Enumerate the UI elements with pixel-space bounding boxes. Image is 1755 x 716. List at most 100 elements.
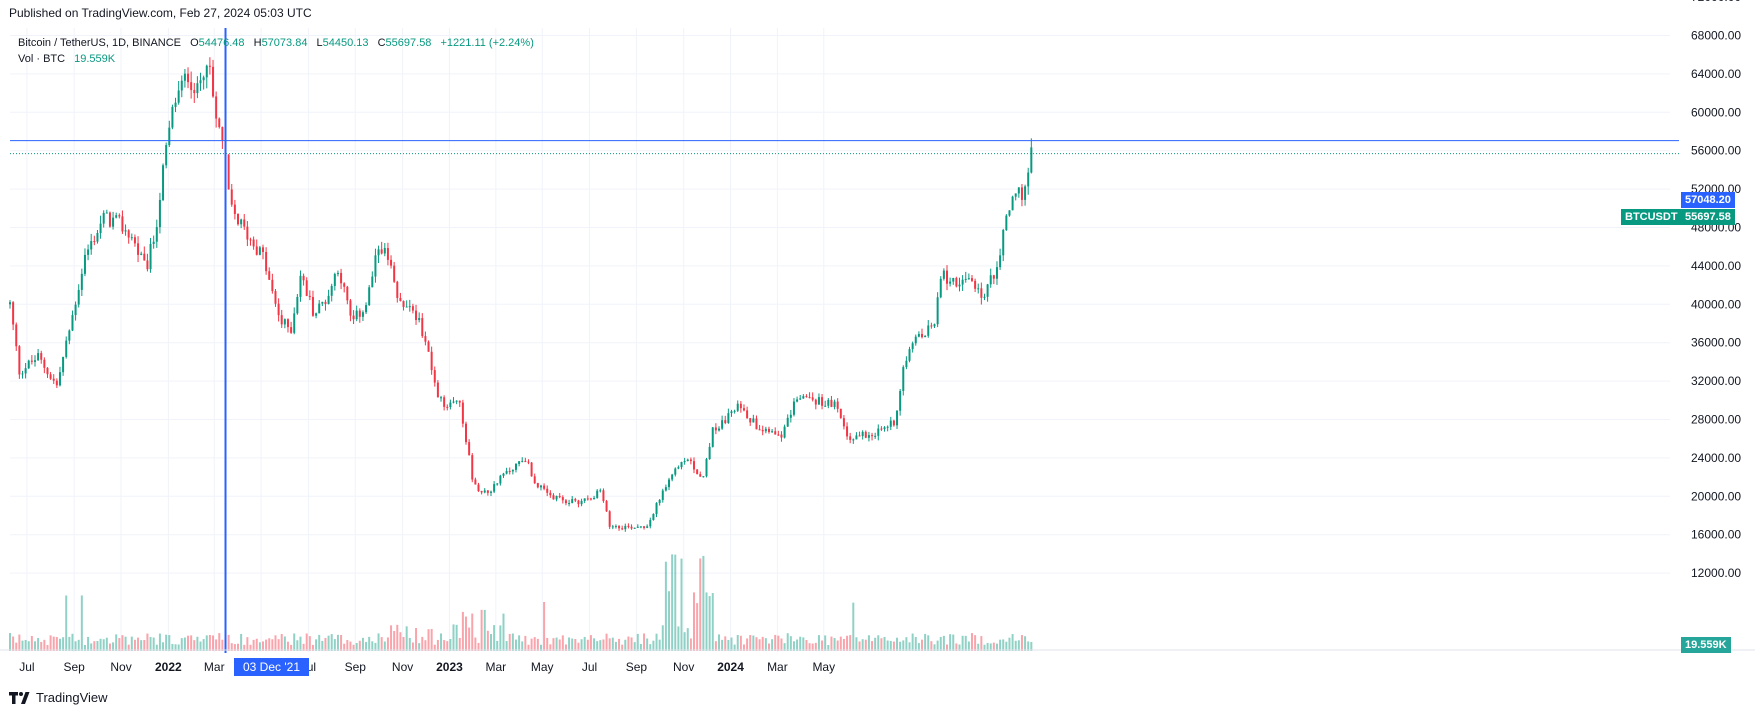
volume-bar xyxy=(589,635,592,651)
volume-bar xyxy=(546,637,549,651)
candle-body xyxy=(15,324,18,347)
candle-body xyxy=(143,253,146,261)
candle-body xyxy=(995,267,998,279)
candle-body xyxy=(546,488,549,493)
volume-bar xyxy=(243,644,246,651)
volume-bar xyxy=(9,633,11,651)
candle-body xyxy=(564,500,567,504)
candle-body xyxy=(1030,147,1033,173)
candle-body xyxy=(864,431,867,438)
volume-bar xyxy=(358,640,361,651)
candle-body xyxy=(602,490,605,502)
volume-bar xyxy=(449,638,452,651)
volume-bar xyxy=(433,644,436,651)
volume-bar xyxy=(118,638,121,651)
volume-bar xyxy=(371,641,374,651)
volume-bar xyxy=(452,624,455,651)
volume-bar xyxy=(580,639,583,651)
candle-body xyxy=(902,367,905,391)
volume-bar xyxy=(49,635,52,651)
volume-bar xyxy=(346,640,349,651)
candle-body xyxy=(215,96,218,119)
chart-legend: Bitcoin / TetherUS, 1D, BINANCE O54476.4… xyxy=(18,35,534,67)
time-axis[interactable]: JulSepNov2022MarMayJulSepNov2023MarMayJu… xyxy=(19,660,835,674)
volume-bar xyxy=(143,640,146,651)
candle-body xyxy=(636,526,639,528)
candle-body xyxy=(789,414,792,418)
volume-bars xyxy=(9,554,1033,651)
volume-bar xyxy=(396,624,399,651)
volume-bar xyxy=(458,637,461,651)
volume-bar xyxy=(992,642,995,651)
candle-body xyxy=(849,436,852,440)
volume-bar xyxy=(671,554,674,651)
candle-body xyxy=(986,284,989,297)
candle-body xyxy=(530,462,533,477)
volume-bar xyxy=(230,643,233,651)
volume-bar xyxy=(461,611,464,651)
candle-body xyxy=(221,127,224,141)
price-tick-label: 36000.00 xyxy=(1691,336,1741,350)
candle-body xyxy=(237,213,240,225)
volume-bar xyxy=(611,637,614,651)
volume-bar xyxy=(368,636,371,651)
time-tick-label: Mar xyxy=(485,660,506,674)
volume-bar xyxy=(714,641,717,651)
volume-bar xyxy=(324,637,327,651)
volume-bar xyxy=(30,635,33,651)
price-axis[interactable]: 12000.00 16000.00 20000.00 24000.00 28000.00… xyxy=(1691,0,1741,580)
volume-bar xyxy=(524,635,527,651)
volume-bar xyxy=(602,639,605,651)
candle-body xyxy=(605,501,608,512)
candle-body xyxy=(961,279,964,285)
volume-bar xyxy=(436,639,439,651)
candle-body xyxy=(733,410,736,412)
volume-bar xyxy=(664,561,667,651)
volume-bar xyxy=(355,643,358,651)
time-tick-label: Jul xyxy=(582,660,597,674)
candle-body xyxy=(33,360,36,362)
volume-bar xyxy=(977,643,980,651)
volume-bar xyxy=(986,642,989,651)
volume-badge: 19.559K xyxy=(1681,637,1731,653)
volume-bar xyxy=(474,637,477,651)
volume-bar xyxy=(124,636,127,651)
footer-brand: TradingView xyxy=(36,690,108,705)
volume-bar xyxy=(627,636,630,651)
volume-bar xyxy=(796,639,799,651)
volume-bar xyxy=(58,638,61,651)
candle-body xyxy=(886,426,889,428)
candle-body xyxy=(49,374,52,379)
candle-body xyxy=(805,396,808,398)
candle-body xyxy=(630,526,633,529)
volume-bar xyxy=(961,635,964,651)
candle-body xyxy=(527,461,530,463)
volume-bar xyxy=(814,642,817,651)
candle-body xyxy=(974,280,977,289)
candle-body xyxy=(368,287,371,306)
candle-body xyxy=(533,476,536,484)
candle-body xyxy=(193,90,196,94)
volume-bar xyxy=(68,636,71,651)
candle-body xyxy=(46,367,49,375)
volume-bar xyxy=(427,629,430,651)
candle-body xyxy=(552,495,555,500)
candle-body xyxy=(336,272,339,275)
candle-body xyxy=(764,428,767,432)
candle-body xyxy=(165,145,168,166)
candle-body xyxy=(146,260,149,270)
candle-body xyxy=(892,420,895,426)
price-tick-label: 24000.00 xyxy=(1691,451,1741,465)
volume-bar xyxy=(946,644,948,651)
candle-body xyxy=(933,324,936,327)
volume-bar xyxy=(455,624,458,651)
volume-bar xyxy=(1030,641,1033,651)
volume-bar xyxy=(496,640,499,651)
candle-body xyxy=(677,467,680,469)
candle-body xyxy=(761,429,764,432)
volume-bar xyxy=(1002,639,1005,651)
candle-body xyxy=(980,288,983,298)
volume-bar xyxy=(805,640,808,651)
volume-bar xyxy=(761,636,764,651)
